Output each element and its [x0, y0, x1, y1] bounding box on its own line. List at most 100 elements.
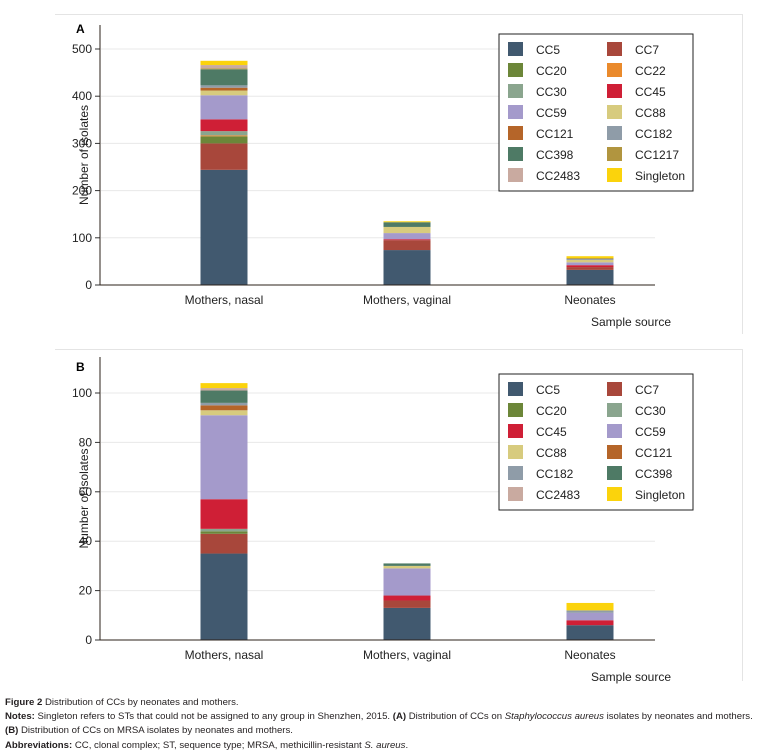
legend-label-cc45: CC45 — [536, 425, 567, 439]
bar-segment-cc398 — [200, 69, 248, 86]
bar-segment-cc182 — [566, 259, 614, 260]
bar-segment-cc20 — [200, 136, 248, 144]
x-tick-label: Neonates — [564, 293, 615, 307]
bar-segment-cc30 — [200, 131, 248, 136]
panel-border-right — [742, 349, 743, 681]
legend-label-cc121: CC121 — [536, 127, 574, 141]
y-tick-label: 400 — [72, 89, 92, 103]
x-axis-label: Sample source — [591, 315, 671, 329]
bar-segment-cc7 — [566, 267, 614, 270]
y-tick-label: 80 — [79, 435, 93, 449]
bar-segment-cc1217 — [566, 258, 614, 260]
legend-label-cc59: CC59 — [536, 106, 567, 120]
x-tick-label: Mothers, nasal — [185, 293, 264, 307]
legend: CC5 CC7 CC20 CC22 CC30 CC45 CC59 CC88 CC121 CC182… — [498, 33, 694, 192]
legend-label-cc30: CC30 — [536, 85, 567, 99]
bar-segment-cc59 — [383, 233, 431, 240]
panel-border-top — [55, 14, 743, 15]
legend-swatch-cc1217 — [607, 147, 622, 161]
bar-segment-cc59 — [200, 95, 248, 120]
legend-swatch-cc398 — [508, 147, 523, 161]
bar-segment-cc7 — [383, 600, 431, 608]
legend-label-cc7: CC7 — [635, 383, 659, 397]
legend-label-cc59: CC59 — [635, 425, 666, 439]
legend: CC5 CC7 CC20 CC30 CC45 CC59 CC88 CC121 CC182 CC39… — [498, 373, 694, 511]
bar-segment-cc398 — [200, 390, 248, 403]
bar-segment-cc88 — [383, 226, 431, 234]
y-axis-label: Number of isolates — [77, 105, 91, 205]
legend-swatch-cc2483 — [508, 487, 523, 501]
caption-notes-line: Notes: Singleton refers to STs that coul… — [5, 710, 780, 724]
caption-notes-b-line: (B) Distribution of CCs on MRSA isolates… — [5, 724, 780, 738]
bar-segment-cc88 — [200, 90, 248, 96]
legend-swatch-cc121 — [607, 445, 622, 459]
bar-segment-singleton — [566, 602, 614, 611]
bar-segment-cc5 — [383, 607, 431, 640]
chart-a-svg: A 0 100 200 300 400 500 Number of isolates Mothe… — [72, 22, 694, 329]
bar-segment-singleton — [383, 221, 431, 223]
bar-segment-cc45 — [566, 265, 614, 268]
legend-label-cc7: CC7 — [635, 43, 659, 57]
y-tick-label: 100 — [72, 231, 92, 245]
notes-text: Singleton refers to STs that could not b… — [37, 711, 391, 723]
y-tick-label: 100 — [72, 386, 92, 400]
legend-swatch-cc398 — [607, 466, 622, 480]
bar-segment-cc7 — [200, 533, 248, 554]
figure-label: Figure 2 — [5, 697, 43, 708]
bar-segment-cc5 — [200, 553, 248, 640]
bar-segment-cc7 — [383, 240, 431, 251]
y-tick-label: 0 — [85, 278, 92, 292]
legend-swatch-cc59 — [607, 424, 622, 438]
legend-label-singleton: Singleton — [635, 488, 685, 502]
bar-segment-cc5 — [200, 169, 248, 285]
legend-swatch-cc59 — [508, 105, 523, 119]
bar-segment-cc45 — [566, 620, 614, 626]
bar-segment-cc45 — [200, 119, 248, 132]
legend-label-cc30: CC30 — [635, 404, 666, 418]
legend-swatch-cc7 — [607, 382, 622, 396]
abbrev-species: S. aureus — [364, 739, 406, 751]
x-tick-label: Mothers, vaginal — [363, 648, 451, 662]
bar-segment-cc22 — [200, 135, 248, 137]
legend-label-cc2483: CC2483 — [536, 169, 580, 183]
bar-segment-cc2483 — [200, 388, 248, 391]
notes-a-label: (A) — [392, 711, 407, 723]
legend-label-cc398: CC398 — [536, 148, 574, 162]
abbrev-end: . — [405, 739, 409, 751]
legend-label-cc5: CC5 — [536, 383, 560, 397]
bar-segment-cc45 — [200, 499, 248, 529]
legend-label-cc398: CC398 — [635, 467, 673, 481]
x-tick-label: Neonates — [564, 648, 615, 662]
legend-swatch-cc30 — [508, 84, 523, 98]
bar-segment-cc59 — [566, 612, 614, 621]
legend-swatch-cc121 — [508, 126, 523, 140]
legend-swatch-cc5 — [508, 382, 523, 396]
panel-border-top — [55, 349, 743, 350]
y-tick-label: 40 — [79, 534, 93, 548]
y-tick-label: 300 — [72, 136, 92, 150]
bar-segment-cc30 — [200, 528, 248, 532]
legend-label-cc121: CC121 — [635, 446, 673, 460]
legend-box — [498, 373, 694, 511]
x-axis-label: Sample source — [591, 670, 671, 684]
legend-label-cc88: CC88 — [635, 106, 666, 120]
legend-swatch-cc7 — [607, 42, 622, 56]
legend-swatch-cc182 — [508, 466, 523, 480]
y-tick-label: 500 — [72, 42, 92, 56]
bar-segment-cc121 — [200, 405, 248, 411]
notes-a-text-end: isolates by neonates and mothers. — [606, 711, 753, 723]
abbrev-text: CC, clonal complex; ST, sequence type; M… — [74, 739, 362, 751]
bar-segment-cc88 — [566, 259, 614, 263]
legend-label-cc20: CC20 — [536, 64, 567, 78]
bar-segment-cc45 — [383, 595, 431, 601]
legend-label-cc88: CC88 — [536, 446, 567, 460]
y-axis-label: Number of isolates — [77, 448, 91, 548]
x-tick-label: Mothers, nasal — [185, 648, 264, 662]
bar-segment-cc59 — [383, 568, 431, 596]
y-tick-label: 0 — [85, 633, 92, 647]
bar-segment-singleton — [566, 256, 614, 259]
chart-panel-b: B 0 20 40 60 80 100 Number of isolates Mothers, … — [0, 345, 782, 690]
y-tick-label: 200 — [72, 184, 92, 198]
notes-a-text: Distribution of CCs on — [408, 711, 503, 723]
panel-border-right — [742, 14, 743, 334]
